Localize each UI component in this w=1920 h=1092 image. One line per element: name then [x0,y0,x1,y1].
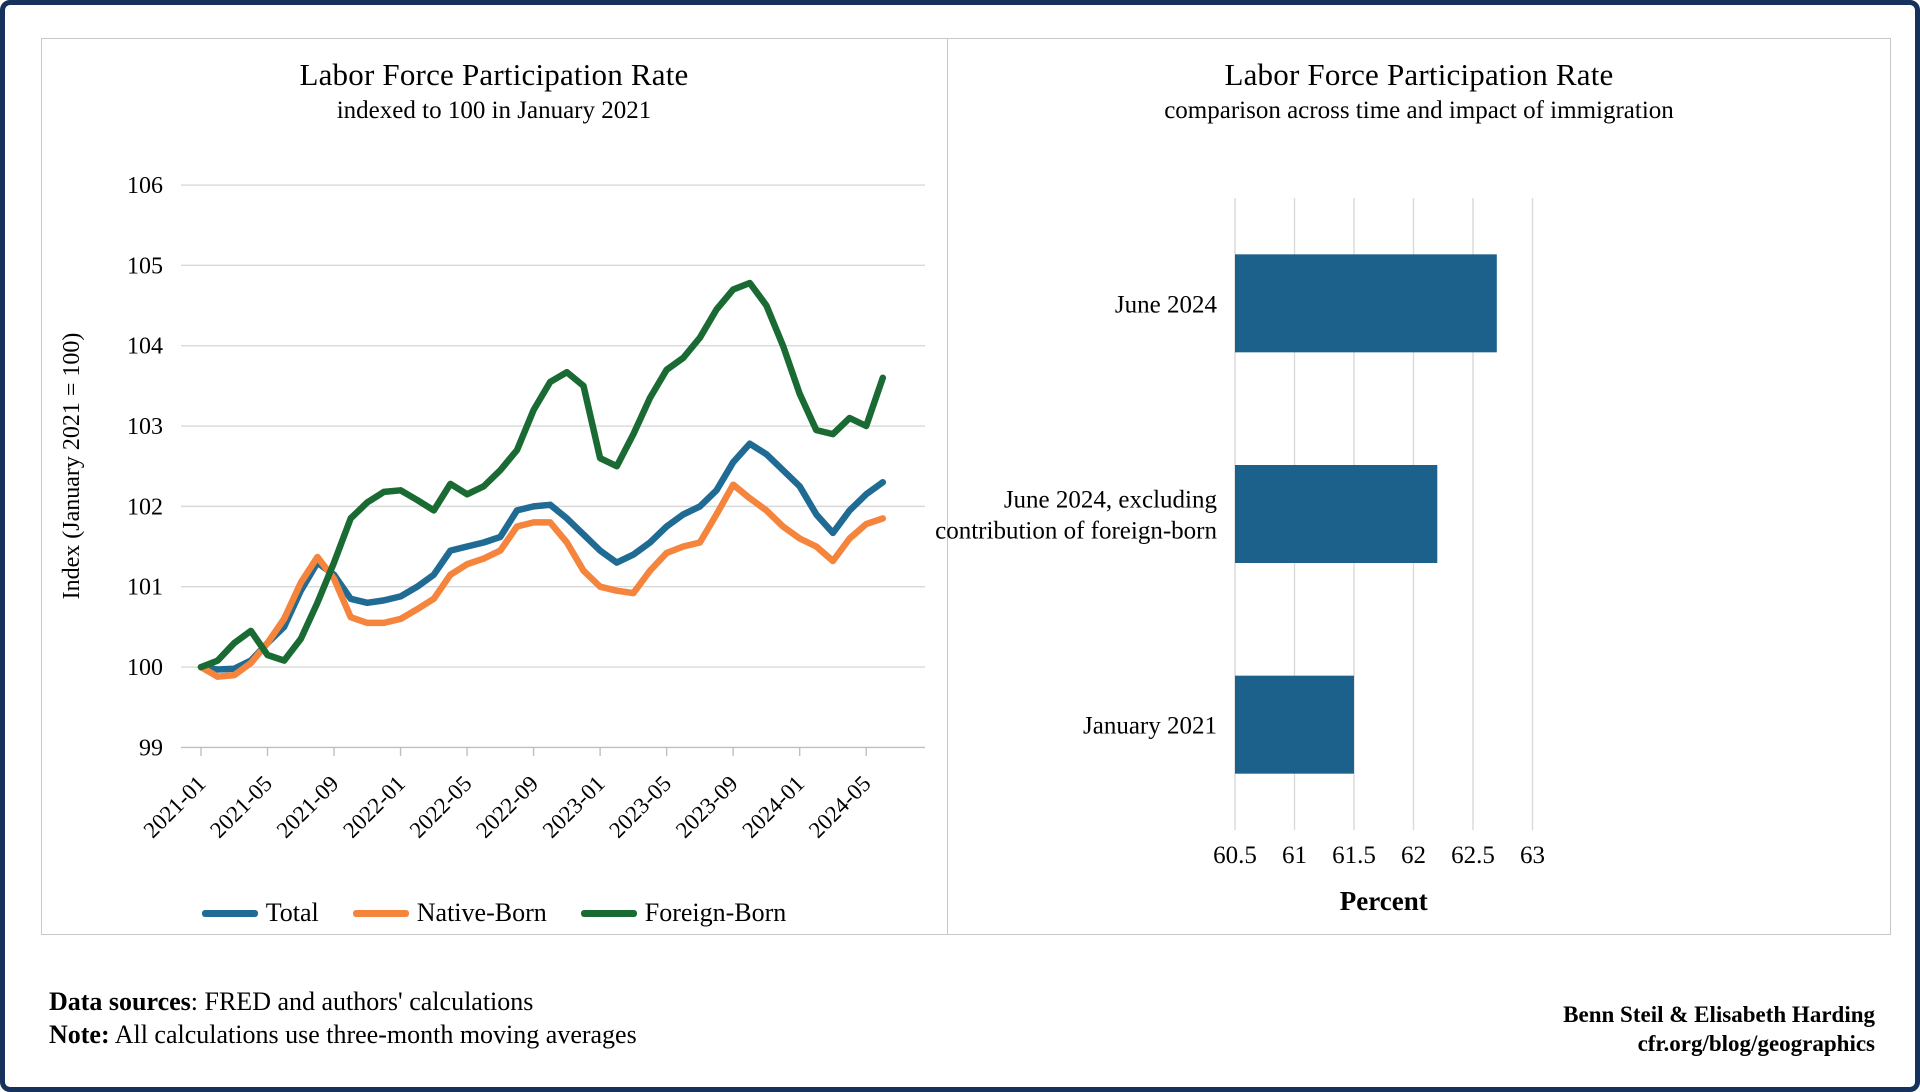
credits-authors: Benn Steil & Elisabeth Harding [1563,1002,1875,1027]
x-tick-label: 2021-09 [272,771,344,843]
y-tick-label: 101 [127,575,163,601]
bar-2 [1235,675,1354,774]
y-axis-title: Index (January 2021 = 100) [59,333,85,600]
bar-category-label: June 2024 [1115,291,1218,318]
bar-category-label: contribution of foreign-born [935,518,1217,545]
data-sources-line: Data sources: FRED and authors' calculat… [49,985,637,1018]
y-tick-label: 103 [127,414,163,440]
charts-table-border [41,38,1891,935]
line-chart-subtitle: indexed to 100 in January 2021 [336,97,652,124]
bar-x-tick-label: 62 [1401,842,1426,869]
legend-label-total: Total [265,898,319,927]
x-tick-label: 2021-05 [205,771,277,843]
legend-label-native-born: Native-Born [416,898,547,927]
bar-chart-subtitle: comparison across time and impact of imm… [1164,97,1674,124]
charts-canvas: 106105104103102101100992021-012021-05202… [59,173,1545,916]
note-line: Note: All calculations use three-month m… [49,1018,637,1051]
x-tick-label: 2021-01 [139,771,211,843]
legend-item-native-born: Native-Born [352,898,547,928]
bar-chart-title: Labor Force Participation Rate [1224,57,1614,92]
note-text: All calculations use three-month moving … [109,1020,637,1049]
foreign-born-line-swatch-icon [580,909,637,917]
native-born-line-swatch-icon [352,909,409,917]
legend-item-total: Total [201,898,319,928]
series-line-native-born [197,481,887,680]
x-tick-label: 2022-09 [471,771,543,843]
legend-item-foreign-born: Foreign-Born [580,898,787,928]
data-sources-label: Data sources [49,987,191,1016]
note-label: Note: [49,1020,110,1049]
x-tick-label: 2024-01 [737,771,809,843]
bar-x-tick-label: 61 [1282,842,1307,869]
y-tick-label: 100 [127,655,163,681]
bar-category-label: June 2024, excluding [1004,487,1218,514]
bar-0 [1235,254,1497,353]
credits-url: cfr.org/blog/geographics [1637,1031,1875,1056]
bar-1 [1235,465,1438,563]
credits: Benn Steil & Elisabeth Harding cfr.org/b… [1563,1000,1875,1058]
line-chart: 106105104103102101100992021-012021-05202… [59,173,925,843]
y-tick-label: 106 [127,173,163,199]
bar-x-tick-label: 61.5 [1332,842,1376,869]
bar-category-label: January 2021 [1083,713,1217,740]
y-tick-label: 104 [127,334,163,360]
x-tick-label: 2023-09 [671,771,743,843]
bar-x-axis-title: Percent [1340,886,1428,916]
legend-label-foreign-born: Foreign-Born [644,898,787,927]
series-line-total [197,440,887,673]
bar-chart: 60.5 61 61.5 62 62.5 63 June 2024 June 2024, ex… [935,198,1545,916]
line-chart-legend: Total Native-Born Foreign-Born [41,898,947,928]
x-tick-label: 2023-01 [538,771,610,843]
bar-x-tick-label: 63 [1520,842,1545,869]
y-tick-label: 105 [127,253,163,279]
y-tick-label: 99 [139,735,163,761]
x-tick-label: 2022-01 [338,771,410,843]
footer-notes: Data sources: FRED and authors' calculat… [49,985,637,1051]
panel-divider [947,38,948,935]
data-sources-text: : FRED and authors' calculations [190,987,534,1016]
total-line-swatch-icon [201,909,258,917]
line-chart-title: Labor Force Participation Rate [299,57,689,92]
bar-x-tick-label: 62.5 [1451,842,1495,869]
series-line-foreign-born [197,279,887,671]
y-tick-label: 102 [127,494,163,520]
x-tick-label: 2024-05 [804,771,876,843]
x-tick-label: 2023-05 [604,771,676,843]
x-tick-label: 2022-05 [405,771,477,843]
bar-x-tick-label: 60.5 [1213,842,1257,869]
